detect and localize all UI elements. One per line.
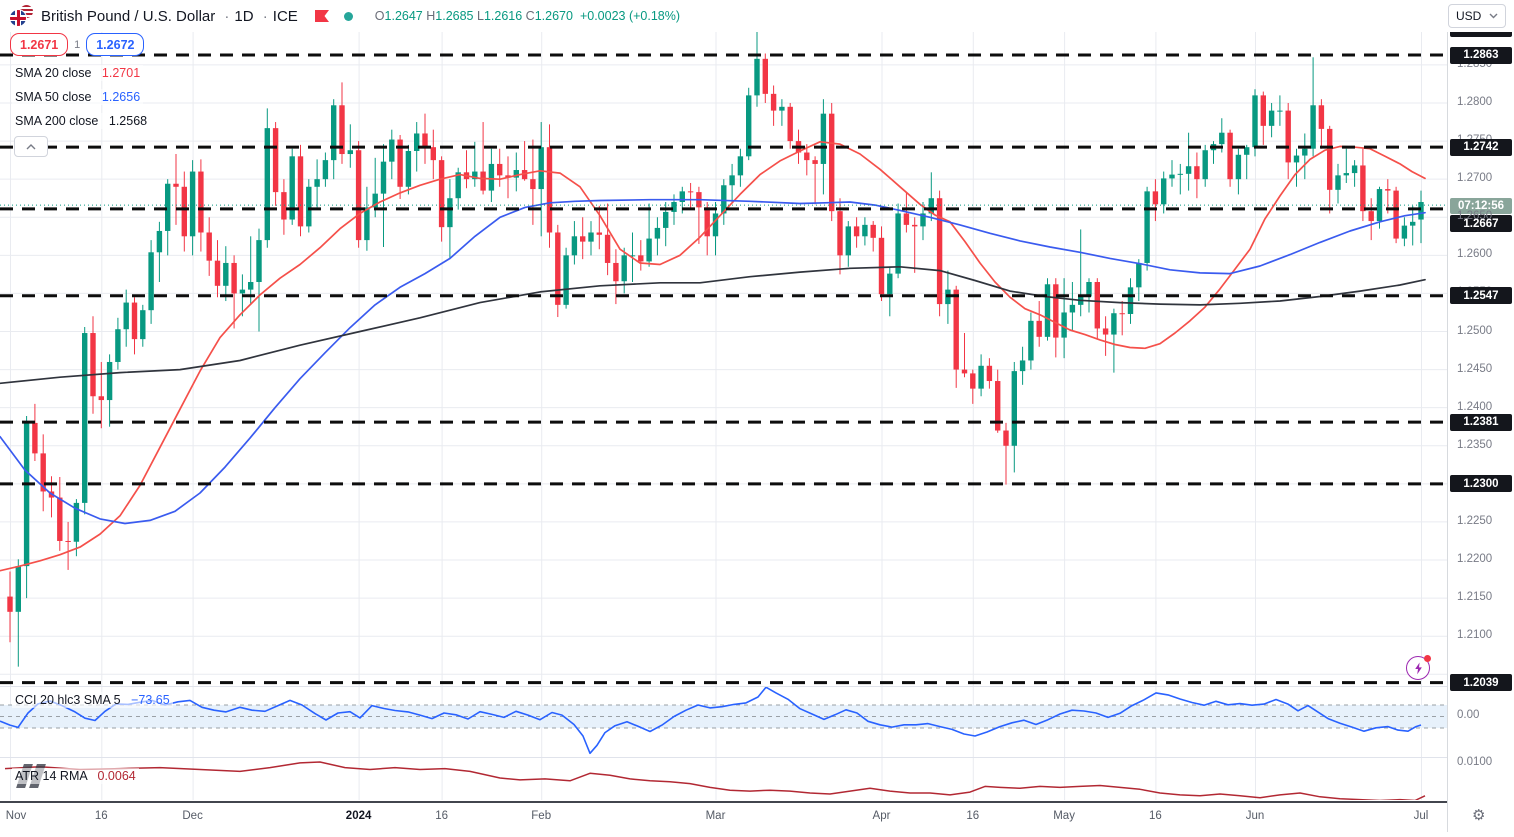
ohlc-value: 1.2647 xyxy=(384,9,427,23)
price-axis-label: 1.2650 xyxy=(1457,210,1493,223)
time-axis-label: 16 xyxy=(1148,810,1162,822)
time-axis-label: 16 xyxy=(966,810,980,822)
price-axis-label: 1.2800 xyxy=(1457,96,1493,108)
time-axis-label: Dec xyxy=(182,810,203,822)
sma50-value: 1.2656 xyxy=(101,90,141,104)
sma50-label: SMA 50 close xyxy=(15,90,92,104)
chart-header: British Pound / U.S. Dollar · 1D · ICE O1.… xyxy=(0,0,1514,32)
cci-value: −73.65 xyxy=(131,693,170,707)
price-axis-label: 1.2100 xyxy=(1457,629,1493,642)
sma200-value: 1.2568 xyxy=(108,114,148,128)
time-axis-label: Feb xyxy=(531,810,552,822)
price-axis-label: 1.2200 xyxy=(1457,553,1493,566)
time-axis-label: 16 xyxy=(435,810,448,822)
price-axis-label: 1.2700 xyxy=(1457,172,1493,185)
cci-label: CCI 20 hlc3 SMA 5 xyxy=(15,693,121,707)
legend-cci[interactable]: CCI 20 hlc3 SMA 5 −73.65 xyxy=(12,692,173,708)
time-axis-label: 16 xyxy=(94,810,108,822)
price-level-badge: 1.2547 xyxy=(1450,287,1512,305)
separator-dot: · xyxy=(262,7,268,25)
bid-price[interactable]: 1.2671 xyxy=(10,33,69,56)
legend-sma200[interactable]: SMA 200 close 1.2568 xyxy=(12,113,151,129)
pane-separator[interactable] xyxy=(0,686,1514,687)
price-axis-label: 1.2500 xyxy=(1457,324,1493,337)
currency-selector[interactable]: USD xyxy=(1448,4,1506,28)
ohlc-values: O1.2647 H1.2685 L1.2616 C1.2670 +0.0023 … xyxy=(375,9,680,23)
chevron-down-icon xyxy=(1489,13,1498,19)
price-level-badge: 1.2039 xyxy=(1450,674,1512,692)
pane-separator[interactable] xyxy=(0,757,1514,758)
ohlc-value: 1.2616 xyxy=(483,9,526,23)
price-axis-label: 1.2150 xyxy=(1457,591,1493,604)
price-axis-label: 1.2600 xyxy=(1457,248,1493,261)
ohlc-key: C xyxy=(525,9,535,23)
time-axis-label: 2024 xyxy=(345,810,372,822)
price-level-badge: 1.2381 xyxy=(1450,413,1512,431)
legend-sma20[interactable]: SMA 20 close 1.2701 xyxy=(12,65,144,81)
interval-label[interactable]: 1D xyxy=(234,7,254,25)
notification-dot xyxy=(1424,655,1431,662)
symbol-pair-icon xyxy=(10,5,33,27)
separator-dot: · xyxy=(224,7,230,25)
uk-flag-icon xyxy=(10,10,26,26)
price-axis-label: 1.2250 xyxy=(1457,514,1493,527)
change-value: +0.0023 (+0.18%) xyxy=(579,9,681,23)
sma20-label: SMA 20 close xyxy=(15,66,92,80)
time-axis-label: Apr xyxy=(872,810,891,822)
atr-value: 0.0064 xyxy=(97,769,136,783)
flag-symbol-icon[interactable] xyxy=(314,9,330,23)
price-pane[interactable] xyxy=(0,28,1447,685)
atr-pane[interactable] xyxy=(4,761,1426,801)
currency-label: USD xyxy=(1456,9,1482,23)
spread-value: 1 xyxy=(68,38,87,51)
symbol-title[interactable]: British Pound / U.S. Dollar · 1D · ICE xyxy=(41,8,298,25)
sma20-value: 1.2701 xyxy=(101,66,141,80)
time-axis-label: Nov xyxy=(5,810,27,822)
ohlc-value: 1.2685 xyxy=(435,9,477,23)
ohlc-value: 1.2670 xyxy=(534,9,573,23)
time-axis-label: May xyxy=(1053,810,1075,822)
time-axis-label: Mar xyxy=(705,810,726,822)
price-axis-label: 1.2450 xyxy=(1457,362,1493,375)
time-axis-label: Jul xyxy=(1413,810,1429,822)
ohlc-key: L xyxy=(477,9,484,23)
collapse-indicators-button[interactable] xyxy=(14,136,48,157)
exchange-label[interactable]: ICE xyxy=(272,7,298,25)
symbol-name[interactable]: British Pound / U.S. Dollar xyxy=(41,7,216,25)
ask-price[interactable]: 1.2672 xyxy=(86,33,145,56)
market-status-dot[interactable] xyxy=(343,11,353,21)
cci-pane[interactable] xyxy=(0,687,1447,755)
chart-area[interactable] xyxy=(0,0,1447,832)
cci-zero-label: 0.00 xyxy=(1457,709,1480,721)
price-level-badge: 1.2300 xyxy=(1450,475,1512,493)
ohlc-key: H xyxy=(426,9,436,23)
ohlc-key: O xyxy=(374,9,385,23)
price-level-badge: 1.2742 xyxy=(1450,138,1512,156)
chevron-up-icon xyxy=(26,143,36,149)
price-axis-label: 1.2400 xyxy=(1457,400,1493,413)
price-level-badge: 1.2863 xyxy=(1450,46,1512,64)
lightning-icon xyxy=(1414,662,1422,674)
atr-scale-label: 0.0100 xyxy=(1457,756,1493,768)
axis-settings-gear-icon[interactable]: ⚙ xyxy=(1472,807,1486,824)
time-axis-label: Jun xyxy=(1245,810,1265,822)
legend-sma50[interactable]: SMA 50 close 1.2656 xyxy=(12,89,144,105)
sma200-label: SMA 200 close xyxy=(15,114,99,128)
last-price-badge: 1.2667 xyxy=(1450,215,1512,232)
bid-ask-row: 1.2671 1 1.2672 xyxy=(10,33,145,56)
price-axis[interactable]: 07:12:56 1.2667 0.00 0.0100 ⚙ 1.2850 1.28… xyxy=(1447,0,1514,832)
time-axis[interactable]: Nov 16 Dec 2024 16 Feb Mar Apr 16 May 16 Jun Jul xyxy=(0,801,1447,832)
atr-label: ATR 14 RMA xyxy=(15,769,88,783)
price-axis-label: 1.2350 xyxy=(1457,438,1493,451)
legend-atr[interactable]: ATR 14 RMA 0.0064 xyxy=(12,768,139,784)
bar-countdown: 07:12:56 xyxy=(1450,198,1512,214)
boost-flash-button[interactable] xyxy=(1406,655,1431,680)
